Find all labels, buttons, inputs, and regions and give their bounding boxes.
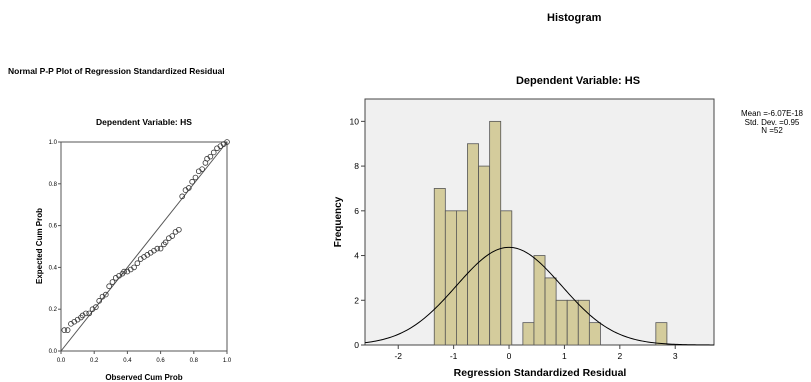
- pp-y-axis-ticks: 0.0 0.2 0.4 0.6 0.8 1.0: [49, 140, 61, 355]
- pp-point: [154, 245, 161, 252]
- histogram-y-axis-label: Frequency: [333, 196, 344, 247]
- histogram-bar: [577, 299, 590, 346]
- pp-point: [186, 185, 192, 191]
- pp-x-tick-label: 0.6: [156, 358, 165, 364]
- histogram-bar: [444, 210, 457, 346]
- pp-point: [109, 279, 116, 285]
- histogram-bar: [555, 299, 568, 346]
- histogram-stats: Mean =-6.07E-18 Std. Dev. =0.95 N =52: [733, 109, 811, 136]
- histogram-title: Histogram: [547, 12, 602, 24]
- pp-x-tick-label: 0.2: [90, 358, 99, 364]
- pp-y-tick-label: 0.8: [49, 182, 58, 188]
- histogram-x-tick-label: 0: [507, 351, 512, 361]
- histogram-bar: [433, 188, 446, 346]
- histogram-bar: [566, 299, 579, 346]
- pp-point: [162, 239, 169, 246]
- pp-y-tick-label: 0.4: [49, 265, 58, 271]
- histogram-bars: [433, 120, 668, 346]
- pp-point: [93, 304, 99, 310]
- histogram-y-tick-label: 8: [354, 161, 359, 171]
- pp-x-axis-ticks: 0.0 0.2 0.4 0.6 0.8 1.0: [57, 351, 232, 364]
- pp-point: [210, 149, 217, 156]
- histogram-bar: [489, 120, 502, 346]
- pp-point: [134, 260, 141, 267]
- histogram-x-tick-label: 3: [673, 351, 678, 361]
- pp-plot: Dependent Variable: HS 0.0 0.2 0.4 0.6 0.8 1.…: [35, 117, 232, 382]
- pp-point: [169, 233, 176, 239]
- histogram-x-tick-label: 2: [617, 351, 622, 361]
- stats-std-dev: Std. Dev. =0.95: [744, 117, 800, 127]
- histogram-x-axis-ticks: -2 -1 0 1 2 3: [394, 345, 678, 361]
- pp-point: [199, 166, 205, 172]
- pp-point: [176, 226, 182, 233]
- pp-points: [61, 139, 230, 333]
- histogram-y-tick-label: 6: [354, 206, 359, 216]
- histogram-x-axis-label: Regression Standardized Residual: [454, 367, 627, 379]
- histogram-y-tick-label: 2: [354, 295, 359, 305]
- pp-point: [83, 310, 89, 317]
- pp-y-tick-label: 0.2: [49, 307, 58, 313]
- pp-point: [192, 174, 199, 181]
- pp-point: [121, 268, 127, 275]
- pp-x-tick-label: 0.8: [190, 358, 199, 364]
- pp-point: [207, 153, 214, 160]
- histogram-bar: [544, 277, 557, 346]
- pp-point: [224, 139, 230, 145]
- histogram-chart: Dependent Variable: HS -2 -1 0 1 2 3 0246810 …: [333, 75, 715, 379]
- histogram-x-tick-label: -1: [450, 351, 458, 361]
- pp-point: [106, 283, 112, 290]
- pp-plot-subtitle: Dependent Variable: HS: [96, 117, 192, 127]
- pp-y-tick-label: 1.0: [49, 140, 58, 146]
- pp-point: [103, 291, 109, 298]
- pp-x-tick-label: 0.0: [57, 358, 66, 364]
- histogram-y-tick-label: 0: [354, 340, 359, 350]
- pp-x-tick-label: 0.4: [123, 358, 132, 364]
- pp-reference-line: [60, 141, 228, 352]
- stats-n: N =52: [761, 126, 783, 135]
- pp-plot-title: Normal P-P Plot of Regression Standardiz…: [8, 66, 225, 76]
- histogram-y-tick-label: 10: [350, 116, 360, 126]
- pp-x-tick-label: 1.0: [223, 358, 232, 364]
- histogram-bar: [522, 322, 535, 346]
- pp-y-tick-label: 0.6: [49, 224, 58, 230]
- pp-y-axis-label: Expected Cum Prob: [35, 208, 44, 284]
- normal-curve: [364, 246, 715, 346]
- pp-point: [179, 193, 185, 200]
- pp-point: [64, 327, 71, 333]
- histogram-bar: [456, 210, 468, 346]
- histogram-bar: [588, 322, 601, 346]
- pp-point: [157, 245, 164, 252]
- pp-point: [96, 298, 102, 304]
- pp-point: [61, 327, 68, 333]
- pp-y-tick-label: 0.0: [49, 349, 58, 355]
- histogram-y-tick-label: 4: [354, 251, 359, 261]
- stats-mean: Mean =-6.07E-18: [740, 109, 804, 118]
- histogram-subtitle: Dependent Variable: HS: [516, 75, 640, 87]
- histogram-x-tick-label: 1: [562, 351, 567, 361]
- histogram-y-axis-ticks: 0 2 4 6 8 10: [350, 116, 365, 350]
- pp-point: [189, 178, 195, 185]
- histogram-x-tick-label: -2: [394, 351, 402, 361]
- histogram-bar: [533, 255, 546, 346]
- pp-point: [86, 310, 93, 317]
- pp-x-axis-label: Observed Cum Prob: [105, 373, 182, 382]
- histogram-bar: [478, 165, 491, 346]
- pp-point: [131, 264, 137, 271]
- histogram-bar: [467, 143, 479, 346]
- histogram-bar: [500, 210, 513, 346]
- histogram-bar: [655, 322, 668, 346]
